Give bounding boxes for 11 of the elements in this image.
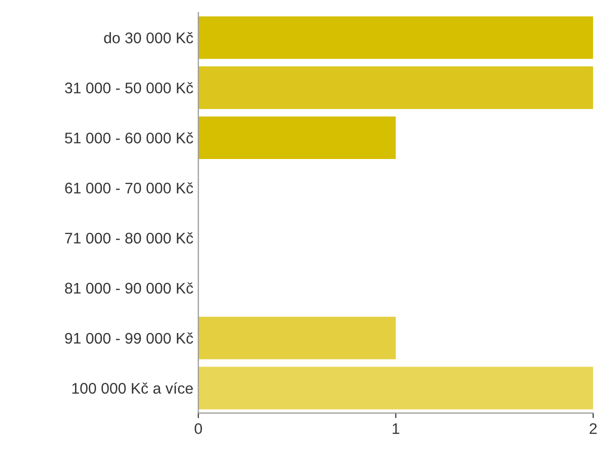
x-tick-label: 2 [590, 423, 597, 434]
y-tick-label: 91 000 - 99 000 Kč [65, 332, 194, 344]
y-tick-label: 71 000 - 80 000 Kč [65, 232, 194, 244]
y-tick-label: 61 000 - 70 000 Kč [65, 182, 194, 194]
y-tick-label: do 30 000 Kč [104, 32, 194, 44]
y-tick-label: 31 000 - 50 000 Kč [64, 82, 194, 94]
x-tick-label: 0 [194, 423, 202, 434]
y-tick-label: 100 000 Kč a více [72, 382, 193, 394]
y-tick-label: 51 000 - 60 000 Kč [64, 132, 194, 144]
y-tick-label: 81 000 - 90 000 Kč [65, 282, 194, 294]
x-tick-label: 1 [392, 423, 400, 434]
